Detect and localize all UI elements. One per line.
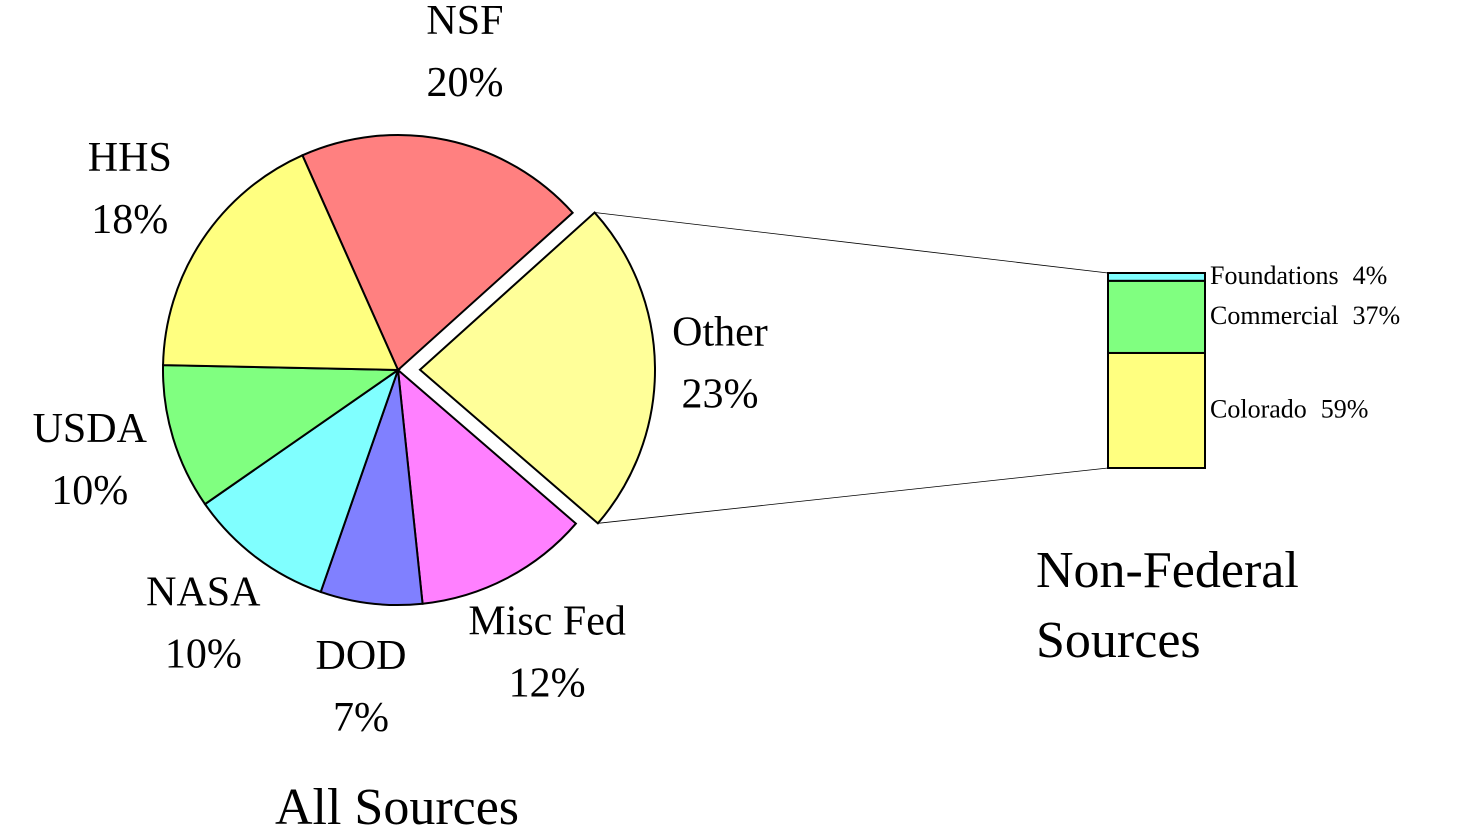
segment-label: Colorado 59% — [1210, 394, 1368, 423]
pie-slice — [162, 364, 402, 506]
slice-label: USDA 10% — [33, 406, 148, 514]
segment-value: 59% — [1321, 394, 1369, 423]
slice-value: 7% — [333, 695, 389, 741]
pie-slice — [396, 367, 578, 605]
slice-value: 12% — [509, 660, 586, 706]
slice-label: Misc Fed 12% — [468, 598, 626, 706]
bar-segment — [1107, 351, 1206, 470]
slice-value: 20% — [426, 60, 503, 106]
slice-label: Other 23% — [672, 309, 768, 417]
bar-segment — [1107, 272, 1206, 282]
slice-label: NASA 10% — [146, 569, 261, 677]
pie-slice — [203, 367, 400, 594]
slice-category: Other — [672, 309, 768, 355]
segment-category: Foundations — [1210, 261, 1339, 290]
slice-label: NSF 20% — [426, 0, 503, 106]
slice-category: USDA — [33, 406, 148, 452]
segment-value: 4% — [1353, 261, 1388, 290]
slice-category: Misc Fed — [468, 598, 626, 644]
slice-value: 10% — [165, 631, 242, 677]
slice-value: 10% — [51, 468, 128, 514]
segment-value: 37% — [1353, 301, 1401, 330]
slice-value: 18% — [91, 196, 168, 242]
connector — [597, 467, 1109, 524]
slice-label: HHS 18% — [88, 134, 172, 242]
segment-label: Foundations 4% — [1210, 261, 1387, 290]
pie-slice — [319, 369, 424, 606]
connector — [594, 212, 1109, 274]
slice-value: 23% — [681, 371, 758, 417]
bar-title: Non-Federal Sources — [1036, 542, 1299, 669]
slice-category: NSF — [426, 0, 503, 44]
pie-slice — [162, 153, 400, 372]
slice-category: DOD — [315, 633, 406, 679]
segment-label: Commercial 37% — [1210, 301, 1400, 330]
slice-label: DOD 7% — [315, 633, 406, 741]
segment-category: Commercial — [1210, 301, 1339, 330]
segment-category: Colorado — [1210, 394, 1307, 423]
bar-segment — [1107, 279, 1206, 354]
slice-category: HHS — [88, 134, 172, 180]
slice-category: NASA — [146, 569, 261, 615]
pie-slice — [301, 134, 575, 372]
pie-title: All Sources — [275, 779, 519, 836]
pie-slice — [418, 211, 656, 525]
